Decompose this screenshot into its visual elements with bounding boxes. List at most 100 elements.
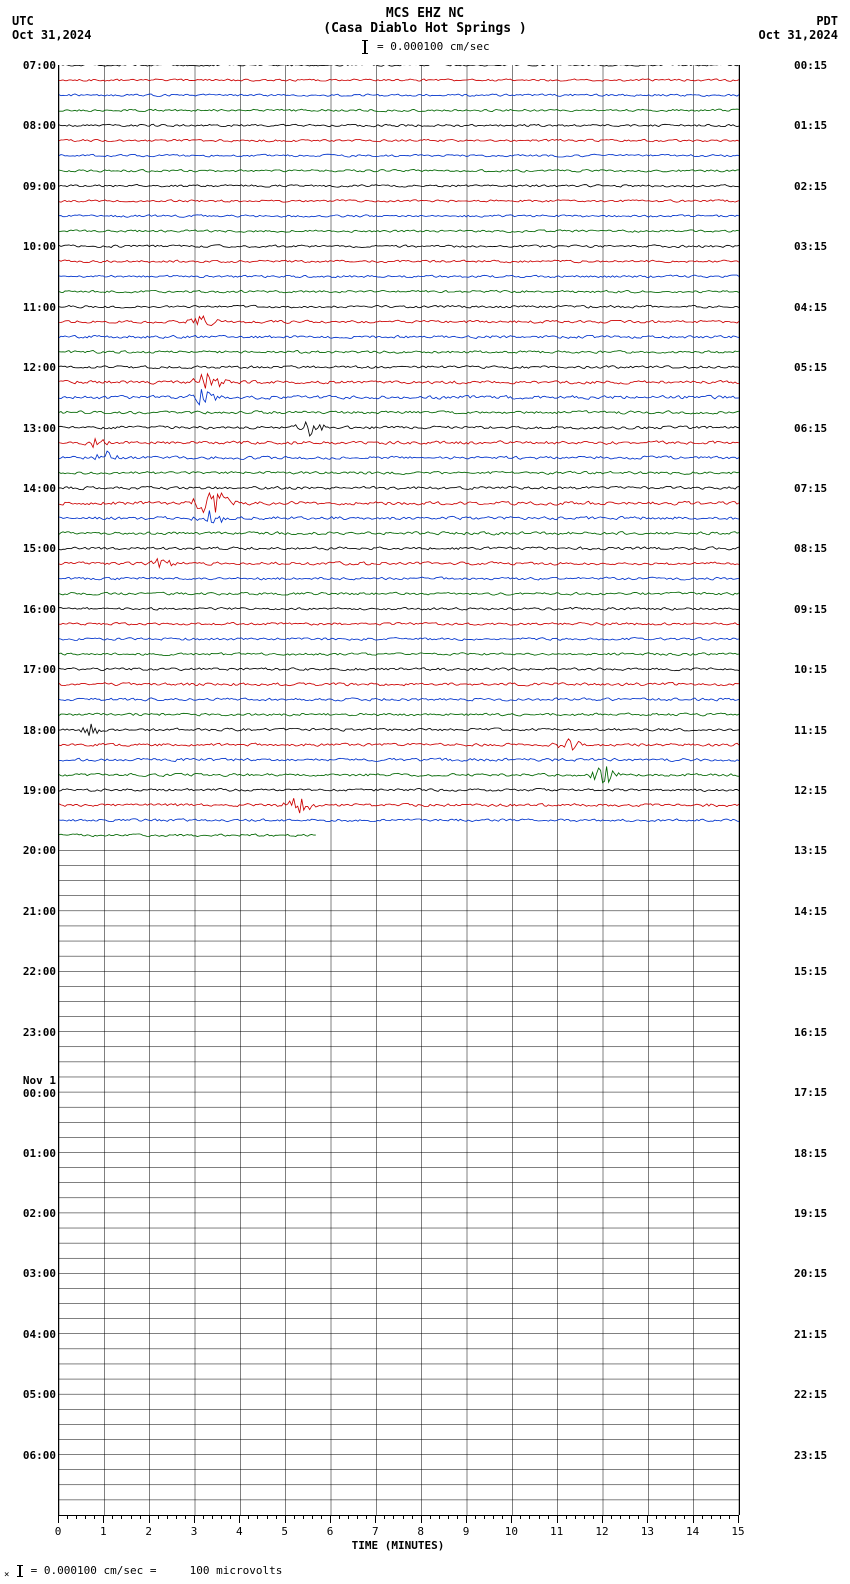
time-label: 12:15 <box>794 784 827 797</box>
x-tick-minor <box>339 1515 340 1519</box>
x-tick-major <box>149 1515 150 1523</box>
seismic-trace <box>59 788 739 791</box>
seismic-trace <box>59 683 739 687</box>
x-tick-minor <box>584 1515 585 1519</box>
x-tick-minor <box>221 1515 222 1519</box>
x-tick-minor <box>430 1515 431 1519</box>
header-center: MCS EHZ NC (Casa Diablo Hot Springs ) <box>0 6 850 36</box>
time-label: 22:15 <box>794 1388 827 1401</box>
time-label: 21:00 <box>23 905 56 918</box>
time-label: 04:15 <box>794 301 827 314</box>
x-tick-minor <box>185 1515 186 1519</box>
x-tick-major <box>239 1515 240 1523</box>
time-label: 07:00 <box>23 59 56 72</box>
time-label: 03:15 <box>794 240 827 253</box>
x-tick-label: 2 <box>145 1525 152 1538</box>
seismic-trace <box>59 94 739 97</box>
x-tick-minor <box>158 1515 159 1519</box>
time-label: 10:15 <box>794 663 827 676</box>
time-label: 13:00 <box>23 422 56 435</box>
time-label: 16:00 <box>23 603 56 616</box>
x-tick-minor <box>548 1515 549 1519</box>
x-tick-minor <box>711 1515 712 1519</box>
x-tick-minor <box>257 1515 258 1519</box>
x-tick-minor <box>131 1515 132 1519</box>
x-tick-major <box>330 1515 331 1523</box>
seismic-trace <box>59 389 739 405</box>
time-label: 08:00 <box>23 119 56 132</box>
seismic-trace <box>59 124 739 127</box>
seismic-trace <box>59 79 739 81</box>
seismic-trace <box>59 559 739 568</box>
x-tick-minor <box>167 1515 168 1519</box>
seismic-trace <box>59 316 739 326</box>
footer-mark: × <box>4 1570 9 1580</box>
seismic-trace <box>59 411 739 414</box>
x-tick-major <box>285 1515 286 1523</box>
time-label: 23:00 <box>23 1026 56 1039</box>
seismic-trace <box>59 607 739 610</box>
x-tick-minor <box>675 1515 676 1519</box>
x-tick-minor <box>665 1515 666 1519</box>
x-axis-title: TIME (MINUTES) <box>58 1539 738 1552</box>
x-tick-minor <box>366 1515 367 1519</box>
x-tick-label: 15 <box>731 1525 744 1538</box>
time-label: 17:00 <box>23 663 56 676</box>
time-label: 23:15 <box>794 1449 827 1462</box>
x-tick-label: 11 <box>550 1525 563 1538</box>
x-tick-minor <box>248 1515 249 1519</box>
x-axis-line <box>58 1515 738 1516</box>
seismic-trace <box>59 230 739 233</box>
seismic-trace <box>59 335 739 338</box>
left-time-labels: 07:0008:0009:0010:0011:0012:0013:0014:00… <box>12 65 56 1515</box>
x-tick-minor <box>321 1515 322 1519</box>
seismic-trace <box>59 351 739 354</box>
x-tick-label: 3 <box>191 1525 198 1538</box>
seismic-trace <box>59 532 739 536</box>
time-label: 20:00 <box>23 844 56 857</box>
seismic-trace <box>59 638 739 641</box>
seismic-trace <box>59 185 739 188</box>
x-tick-minor <box>457 1515 458 1519</box>
time-label: 01:15 <box>794 119 827 132</box>
time-label: 21:15 <box>794 1328 827 1341</box>
date-break-label: Nov 100:00 <box>23 1074 56 1100</box>
x-tick-minor <box>520 1515 521 1519</box>
seismic-trace <box>59 439 739 448</box>
scale-indicator: = 0.000100 cm/sec <box>0 40 850 54</box>
x-tick-minor <box>539 1515 540 1519</box>
x-tick-minor <box>484 1515 485 1519</box>
footer-bar-icon <box>19 1565 21 1577</box>
time-label: 02:00 <box>23 1207 56 1220</box>
x-tick-major <box>647 1515 648 1523</box>
time-label: 16:15 <box>794 1026 827 1039</box>
time-label: 22:00 <box>23 965 56 978</box>
x-tick-minor <box>294 1515 295 1519</box>
time-label: 18:15 <box>794 1147 827 1160</box>
x-tick-minor <box>656 1515 657 1519</box>
seismic-trace <box>59 451 739 460</box>
x-tick-minor <box>575 1515 576 1519</box>
x-tick-major <box>602 1515 603 1523</box>
x-tick-minor <box>85 1515 86 1519</box>
x-tick-label: 9 <box>463 1525 470 1538</box>
time-label: 15:15 <box>794 965 827 978</box>
x-tick-label: 14 <box>686 1525 699 1538</box>
time-label: 14:00 <box>23 482 56 495</box>
x-tick-minor <box>384 1515 385 1519</box>
seismic-trace <box>59 592 739 595</box>
x-tick-label: 12 <box>595 1525 608 1538</box>
x-tick-minor <box>611 1515 612 1519</box>
seismic-trace <box>59 290 739 293</box>
x-tick-minor <box>629 1515 630 1519</box>
time-label: 18:00 <box>23 724 56 737</box>
time-label: 00:15 <box>794 59 827 72</box>
x-tick-major <box>466 1515 467 1523</box>
x-tick-minor <box>67 1515 68 1519</box>
x-tick-minor <box>684 1515 685 1519</box>
x-tick-minor <box>348 1515 349 1519</box>
x-tick-minor <box>94 1515 95 1519</box>
seismic-trace <box>59 65 739 66</box>
x-tick-major <box>693 1515 694 1523</box>
x-tick-minor <box>439 1515 440 1519</box>
